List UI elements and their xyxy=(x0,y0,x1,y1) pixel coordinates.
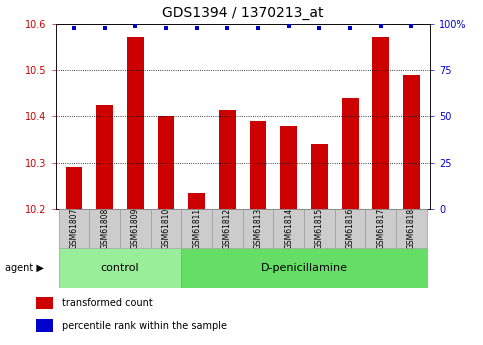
Point xyxy=(377,23,384,29)
Bar xyxy=(335,209,365,248)
Bar xyxy=(280,126,297,209)
Text: GSM61817: GSM61817 xyxy=(376,208,385,249)
Bar xyxy=(58,209,89,248)
Title: GDS1394 / 1370213_at: GDS1394 / 1370213_at xyxy=(162,6,324,20)
Text: percentile rank within the sample: percentile rank within the sample xyxy=(62,321,227,331)
Bar xyxy=(181,248,427,288)
Text: GSM61807: GSM61807 xyxy=(70,208,78,249)
Text: control: control xyxy=(100,263,139,273)
Text: GSM61808: GSM61808 xyxy=(100,208,109,249)
Bar xyxy=(212,209,242,248)
Bar xyxy=(182,209,212,248)
Bar xyxy=(96,105,113,209)
Text: GSM61813: GSM61813 xyxy=(254,208,263,249)
Point xyxy=(315,25,323,31)
Bar xyxy=(66,167,83,209)
Text: agent ▶: agent ▶ xyxy=(5,263,43,273)
Point xyxy=(254,25,262,31)
Bar xyxy=(273,209,304,248)
Text: GSM61815: GSM61815 xyxy=(315,208,324,249)
Point xyxy=(101,25,109,31)
Bar xyxy=(403,75,420,209)
Point xyxy=(162,25,170,31)
Bar xyxy=(366,209,396,248)
Text: GSM61818: GSM61818 xyxy=(407,208,416,249)
Text: D-penicillamine: D-penicillamine xyxy=(260,263,348,273)
Bar xyxy=(219,109,236,209)
Point xyxy=(131,23,139,29)
Bar xyxy=(396,209,427,248)
Text: GSM61812: GSM61812 xyxy=(223,208,232,249)
Bar xyxy=(341,98,358,209)
Text: GSM61814: GSM61814 xyxy=(284,208,293,249)
Bar xyxy=(151,209,181,248)
Point xyxy=(193,25,200,31)
Point xyxy=(224,25,231,31)
Point xyxy=(346,25,354,31)
Bar xyxy=(36,297,53,309)
Point xyxy=(408,23,415,29)
Text: GSM61809: GSM61809 xyxy=(131,208,140,249)
Text: GSM61811: GSM61811 xyxy=(192,208,201,249)
Point xyxy=(285,23,293,29)
Bar xyxy=(120,209,151,248)
Bar xyxy=(243,209,273,248)
Bar xyxy=(58,248,181,288)
Text: GSM61816: GSM61816 xyxy=(346,208,355,249)
Text: transformed count: transformed count xyxy=(62,298,153,308)
Bar xyxy=(304,209,335,248)
Bar xyxy=(89,209,120,248)
Point xyxy=(70,25,78,31)
Bar xyxy=(188,193,205,209)
Bar xyxy=(250,121,267,209)
Bar xyxy=(157,116,174,209)
Bar xyxy=(372,37,389,209)
Bar xyxy=(127,37,144,209)
Text: GSM61810: GSM61810 xyxy=(161,208,170,249)
Bar xyxy=(311,144,328,209)
Bar xyxy=(36,319,53,332)
